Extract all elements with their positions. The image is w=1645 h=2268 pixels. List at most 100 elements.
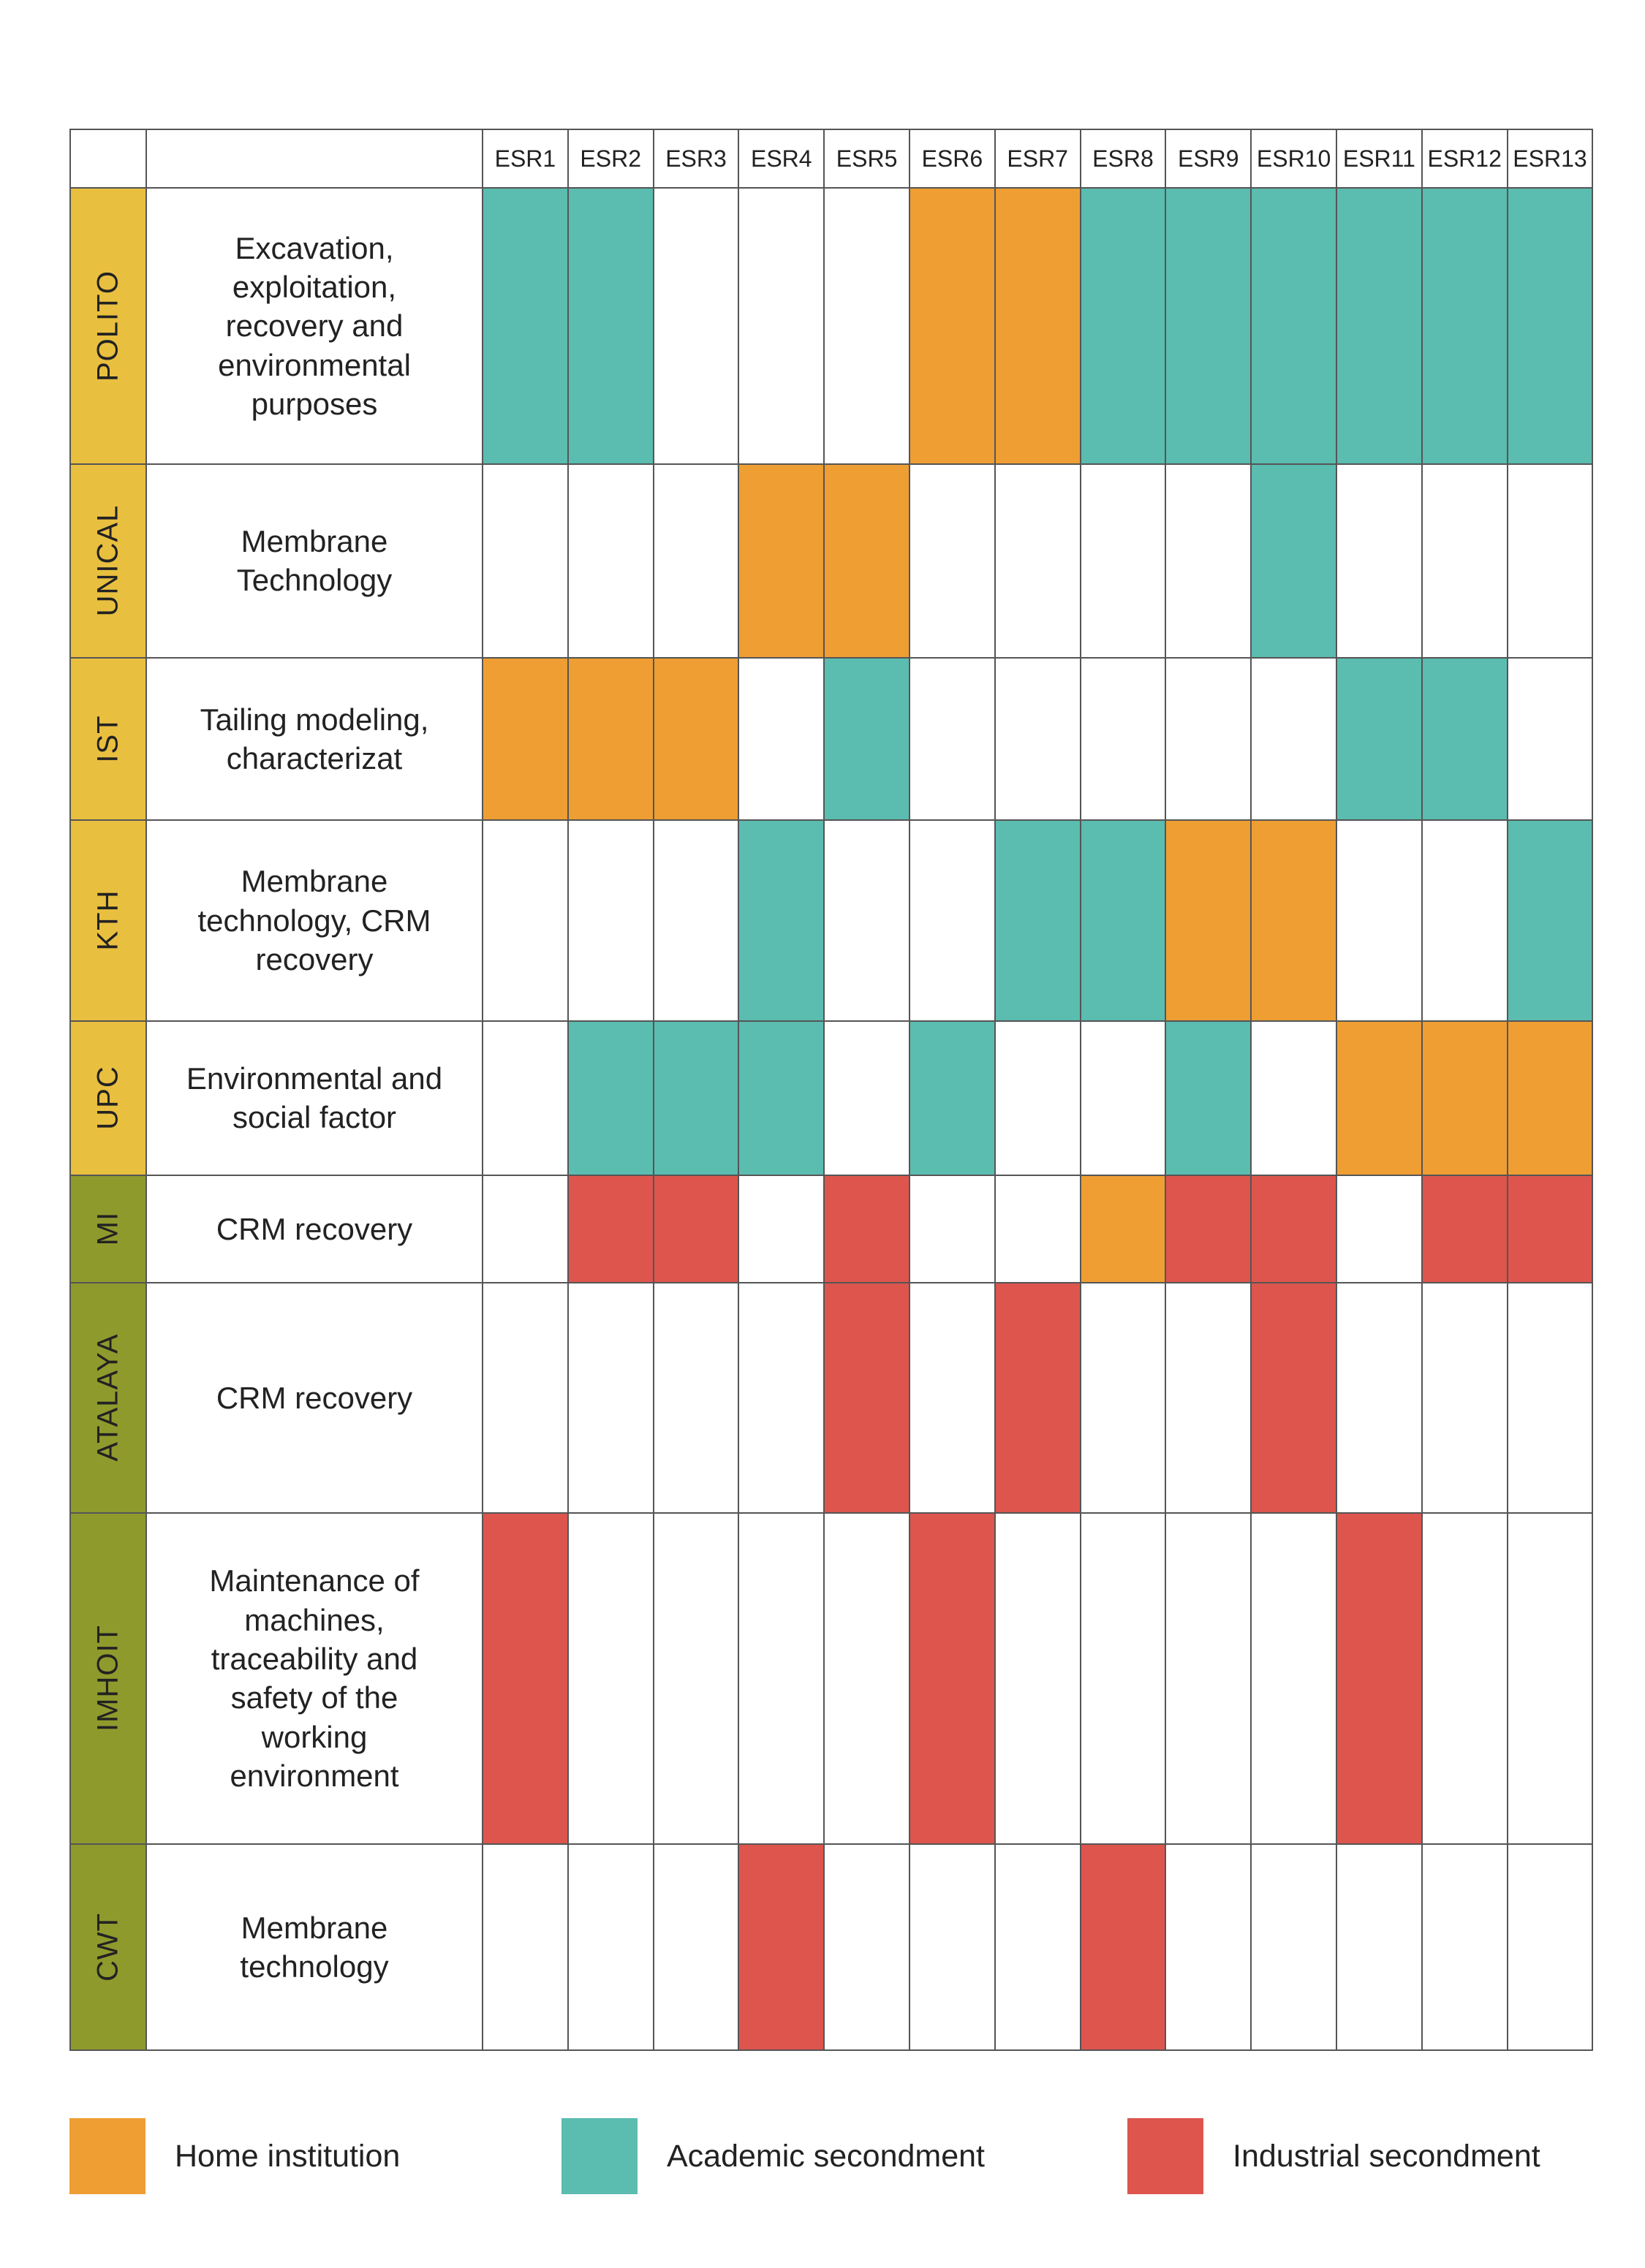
assignment-cell-esr6 — [908, 657, 996, 821]
research-topic-line: technology — [240, 1949, 389, 1984]
row-atalaya: ATALAYA CRM recovery — [69, 1281, 1594, 1514]
assignment-cell-esr2 — [567, 657, 654, 821]
assignment-cell-esr1 — [482, 1843, 569, 2051]
research-topic-line: working — [261, 1719, 368, 1754]
assignment-cell-esr9 — [1165, 1174, 1252, 1283]
institution-label-cell: UPC — [69, 1020, 147, 1176]
research-topic-cell: Membrane Technology — [145, 463, 483, 659]
corner-cell — [69, 129, 147, 189]
assignment-cell-esr2 — [567, 1174, 654, 1283]
legend-swatch-academic — [561, 2118, 638, 2194]
legend-swatch-industrial — [1127, 2118, 1203, 2194]
institution-name: UNICAL — [91, 505, 124, 617]
assignment-cell-esr9 — [1165, 819, 1252, 1023]
assignment-cell-esr2 — [567, 1281, 654, 1514]
assignment-cell-esr4 — [738, 463, 825, 659]
research-topic-line: Membrane — [241, 1910, 388, 1945]
research-topic-cell: Tailing modeling, characterizat — [145, 657, 483, 821]
assignment-cell-esr10 — [1250, 657, 1337, 821]
research-topic-line: Maintenance of — [209, 1563, 420, 1598]
legend-item-industrial: Industrial secondment — [1127, 2118, 1540, 2194]
column-header-esr7: ESR7 — [994, 129, 1081, 189]
row-unical: UNICAL Membrane Technology — [69, 463, 1594, 659]
research-topic-line: safety of the — [230, 1680, 398, 1715]
assignment-cell-esr5 — [823, 1512, 910, 1846]
legend-label-home: Home institution — [175, 2138, 401, 2174]
assignment-cell-esr1 — [482, 1174, 569, 1283]
institution-label-cell: CWT — [69, 1843, 147, 2051]
assignment-cell-esr9 — [1165, 1020, 1252, 1176]
research-topic-line: characterizat — [226, 740, 403, 775]
column-header-esr8: ESR8 — [1079, 129, 1167, 189]
assignment-cell-esr12 — [1421, 1174, 1508, 1283]
row-ist: IST Tailing modeling, characterizat — [69, 657, 1594, 821]
assignment-cell-esr10 — [1250, 1281, 1337, 1514]
institution-label-cell: UNICAL — [69, 463, 147, 659]
assignment-cell-esr7 — [994, 463, 1081, 659]
assignment-cell-esr10 — [1250, 463, 1337, 659]
research-topic-line: purposes — [251, 386, 378, 421]
institution-label-cell: MI — [69, 1174, 147, 1283]
assignment-cell-esr4 — [738, 1843, 825, 2051]
column-header-esr9: ESR9 — [1165, 129, 1252, 189]
assignment-cell-esr2 — [567, 187, 654, 465]
assignment-cell-esr10 — [1250, 1020, 1337, 1176]
column-header-esr6: ESR6 — [908, 129, 996, 189]
assignment-cell-esr5 — [823, 1843, 910, 2051]
assignment-cell-esr11 — [1335, 819, 1423, 1023]
assignment-cell-esr1 — [482, 187, 569, 465]
assignment-cell-esr3 — [652, 1174, 740, 1283]
assignment-cell-esr6 — [908, 819, 996, 1023]
research-topic-cell: Maintenance of machines, traceability and s… — [145, 1512, 483, 1846]
research-topic-line: environmental — [218, 347, 411, 382]
assignment-cell-esr13 — [1506, 1174, 1594, 1283]
assignment-cell-esr12 — [1421, 657, 1508, 821]
column-header-esr12: ESR12 — [1421, 129, 1508, 189]
assignment-cell-esr2 — [567, 1020, 654, 1176]
assignment-cell-esr12 — [1421, 1020, 1508, 1176]
assignment-cell-esr4 — [738, 819, 825, 1023]
assignment-cell-esr13 — [1506, 187, 1594, 465]
institution-name: IST — [91, 715, 124, 763]
research-topic-line: Environmental and — [186, 1061, 443, 1096]
assignment-cell-esr10 — [1250, 187, 1337, 465]
assignment-cell-esr11 — [1335, 1843, 1423, 2051]
assignment-cell-esr7 — [994, 819, 1081, 1023]
assignment-cell-esr4 — [738, 1281, 825, 1514]
column-header-esr3: ESR3 — [652, 129, 740, 189]
header-row: ESR1 ESR2 ESR3 ESR4 ESR5 ESR6 ESR7 ESR8 ESR9 ESR1… — [69, 129, 1594, 189]
research-topic-line: environment — [230, 1759, 399, 1794]
assignment-cell-esr11 — [1335, 187, 1423, 465]
assignment-cell-esr13 — [1506, 1020, 1594, 1176]
assignment-cell-esr8 — [1079, 463, 1167, 659]
assignment-cell-esr5 — [823, 1020, 910, 1176]
assignment-cell-esr5 — [823, 657, 910, 821]
assignment-cell-esr6 — [908, 1174, 996, 1283]
assignment-cell-esr11 — [1335, 1020, 1423, 1176]
assignment-cell-esr9 — [1165, 187, 1252, 465]
research-topic-cell: Membrane technology, CRM recovery — [145, 819, 483, 1023]
research-topic-cell: Membrane technology — [145, 1843, 483, 2051]
research-topic-line: recovery — [255, 942, 374, 977]
research-topic-line: traceability and — [211, 1642, 418, 1677]
institution-name: ATALAYA — [91, 1333, 124, 1462]
assignment-cell-esr9 — [1165, 1512, 1252, 1846]
row-mi: MI CRM recovery — [69, 1174, 1594, 1283]
legend-label-academic: Academic secondment — [667, 2138, 985, 2174]
research-topic-line: Membrane — [241, 524, 388, 559]
institution-label-cell: IST — [69, 657, 147, 821]
assignment-cell-esr8 — [1079, 657, 1167, 821]
assignment-cell-esr6 — [908, 1512, 996, 1846]
assignment-cell-esr4 — [738, 187, 825, 465]
assignment-cell-esr5 — [823, 1281, 910, 1514]
research-topic-cell: CRM recovery — [145, 1281, 483, 1514]
assignment-cell-esr12 — [1421, 1843, 1508, 2051]
row-upc: UPC Environmental and social factor — [69, 1020, 1594, 1176]
assignment-cell-esr12 — [1421, 463, 1508, 659]
assignment-cell-esr6 — [908, 187, 996, 465]
assignment-cell-esr1 — [482, 819, 569, 1023]
institution-label-cell: KTH — [69, 819, 147, 1023]
research-topic-line: exploitation, — [232, 269, 397, 304]
assignment-cell-esr5 — [823, 187, 910, 465]
assignment-cell-esr4 — [738, 1020, 825, 1176]
